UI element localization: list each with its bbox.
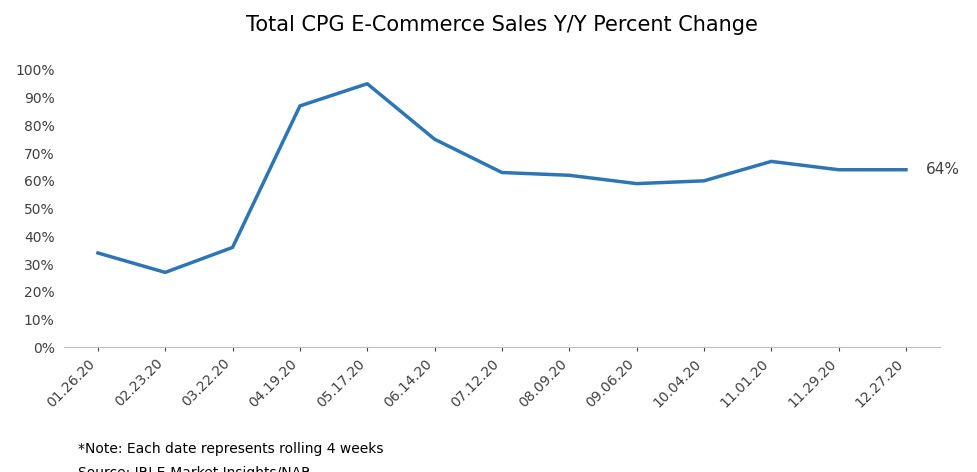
Text: *Note: Each date represents rolling 4 weeks: *Note: Each date represents rolling 4 we… — [78, 442, 384, 456]
Title: Total CPG E-Commerce Sales Y/Y Percent Change: Total CPG E-Commerce Sales Y/Y Percent C… — [246, 15, 758, 35]
Text: 64%: 64% — [926, 162, 960, 177]
Text: Source: IRI E-Market Insights/NAR: Source: IRI E-Market Insights/NAR — [78, 466, 311, 472]
